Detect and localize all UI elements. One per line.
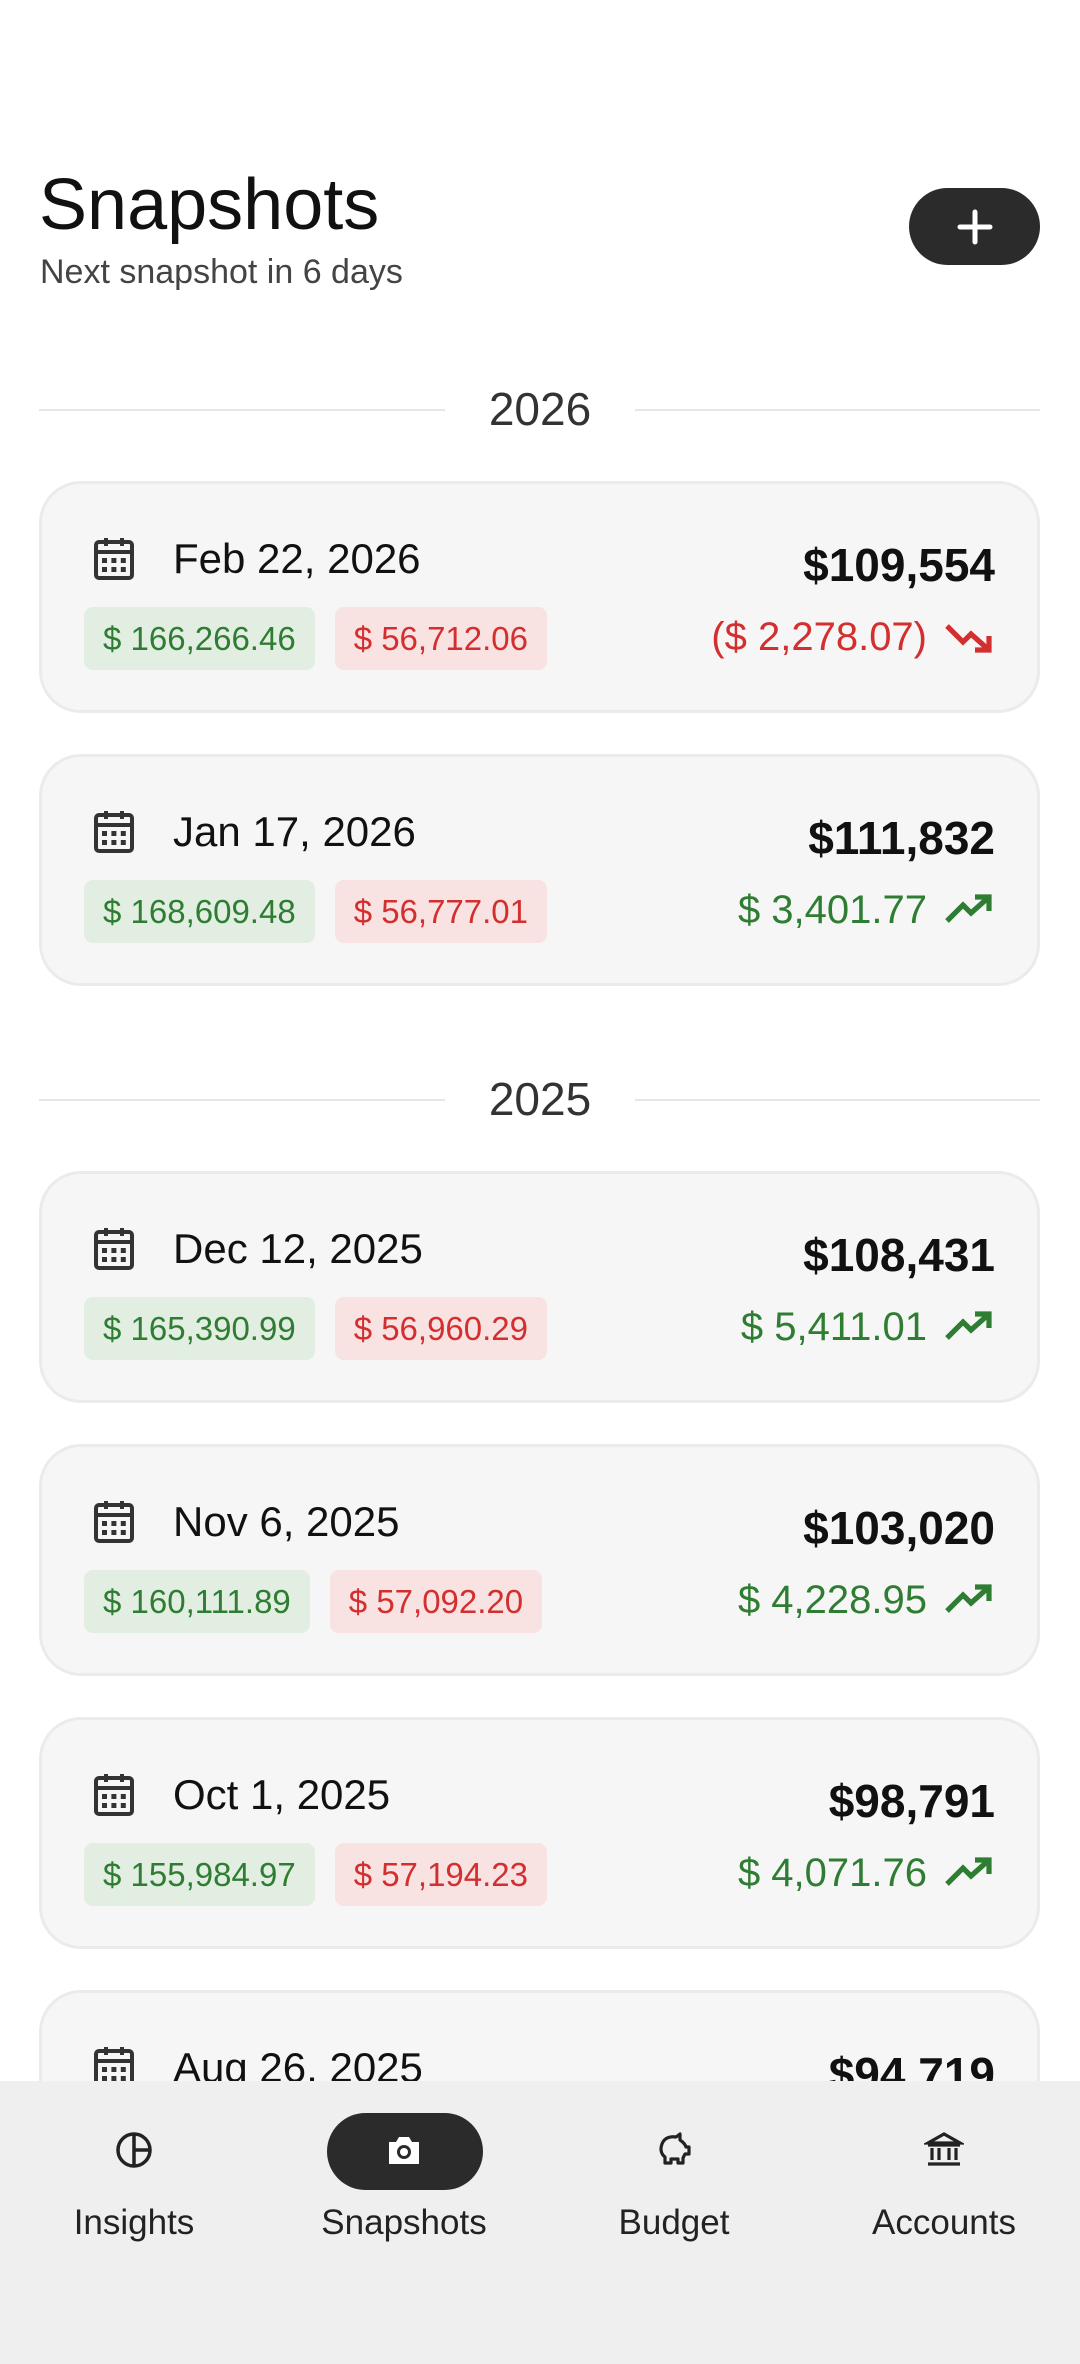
liabilities-chip: $ 57,194.23: [334, 1843, 548, 1906]
liabilities-chip: $ 56,777.01: [334, 880, 548, 943]
trend-up-icon: [945, 1311, 992, 1340]
divider-line: [39, 409, 445, 411]
change-row: ($ 2,278.07): [711, 612, 995, 662]
snapshot-date: Jan 17, 2026: [173, 808, 416, 855]
change-amount: $ 4,228.95: [737, 1578, 927, 1622]
nav-icon[interactable]: [384, 2130, 424, 2170]
net-worth: $109,554: [803, 539, 995, 591]
chip-row: $ 160,111.89 $ 57,092.20: [84, 1570, 543, 1633]
liabilities-chip: $ 57,092.20: [329, 1570, 543, 1633]
liabilities-chip: $ 56,960.29: [334, 1297, 548, 1360]
calendar-icon: [94, 811, 134, 853]
snapshot-card[interactable]: Oct 1, 2025 $ 155,984.97 $ 57,194.23 $98,79…: [39, 1717, 1040, 1949]
change-row: $ 5,411.01: [741, 1302, 995, 1352]
snapshot-date: Oct 1, 2025: [173, 1771, 391, 1818]
chip-row: $ 155,984.97 $ 57,194.23: [84, 1843, 548, 1906]
assets-chip: $ 168,609.48: [84, 880, 315, 943]
chip-row: $ 168,609.48 $ 56,777.01: [84, 880, 548, 943]
chip-row: $ 165,390.99 $ 56,960.29: [84, 1297, 548, 1360]
snapshot-card[interactable]: Dec 12, 2025 $ 165,390.99 $ 56,960.29 $108,…: [39, 1171, 1040, 1403]
trend-up-icon: [945, 894, 992, 923]
assets-chip: $ 165,390.99: [84, 1297, 315, 1360]
liabilities-chip: $ 56,712.06: [334, 607, 548, 670]
change-row: $ 4,228.95: [738, 1575, 995, 1625]
trend-down-icon: [945, 624, 992, 653]
year-label: 2026: [488, 383, 592, 435]
plus-icon: [957, 209, 993, 245]
divider-line: [635, 409, 1040, 411]
add-button[interactable]: [909, 188, 1040, 265]
net-worth: $103,020: [803, 1502, 995, 1554]
trend-up-icon: [945, 1584, 992, 1613]
assets-chip: $ 160,111.89: [84, 1570, 310, 1633]
nav-bar: [0, 2081, 1080, 2364]
net-worth: $108,431: [803, 1229, 995, 1281]
snapshot-card[interactable]: Feb 22, 2026 $ 166,266.46 $ 56,712.06 $109,…: [39, 481, 1040, 713]
calendar-icon: [94, 538, 134, 580]
snapshot-card[interactable]: Jan 17, 2026 $ 168,609.48 $ 56,777.01 $111,…: [39, 754, 1040, 986]
nav-label[interactable]: Insights: [73, 2203, 195, 2242]
net-worth: $98,791: [828, 1775, 995, 1827]
assets-chip: $ 166,266.46: [84, 607, 315, 670]
change-amount: $ 5,411.01: [740, 1305, 927, 1349]
chip-row: $ 166,266.46 $ 56,712.06: [84, 607, 548, 670]
calendar-icon: [94, 1774, 134, 1816]
divider-line: [39, 1099, 445, 1101]
nav-icon[interactable]: [114, 2130, 154, 2170]
snapshot-date: Nov 6, 2025: [173, 1498, 400, 1545]
change-row: $ 3,401.77: [738, 885, 995, 935]
calendar-icon: [94, 1501, 134, 1543]
net-worth: $111,832: [808, 812, 995, 864]
nav-label[interactable]: Budget: [618, 2203, 730, 2242]
nav-label[interactable]: Snapshots: [321, 2203, 487, 2242]
nav-icon[interactable]: [921, 2130, 967, 2170]
change-row: $ 4,071.76: [738, 1848, 995, 1898]
trend-up-icon: [945, 1857, 992, 1886]
snapshot-card[interactable]: Nov 6, 2025 $ 160,111.89 $ 57,092.20 $103,0…: [39, 1444, 1040, 1676]
change-amount: ($ 2,278.07): [711, 615, 927, 659]
title: Snapshots: [39, 165, 380, 245]
year-label: 2025: [488, 1073, 592, 1125]
change-amount: $ 4,071.76: [737, 1851, 927, 1895]
calendar-icon: [94, 2047, 134, 2089]
change-amount: $ 3,401.77: [737, 888, 927, 932]
nav-label[interactable]: Accounts: [872, 2203, 1016, 2242]
divider-line: [635, 1099, 1040, 1101]
snapshot-date: Dec 12, 2025: [173, 1225, 423, 1272]
nav-icon[interactable]: [654, 2130, 694, 2170]
assets-chip: $ 155,984.97: [84, 1843, 315, 1906]
calendar-icon: [94, 1228, 134, 1270]
subtitle: Next snapshot in 6 days: [40, 253, 403, 291]
snapshot-date: Feb 22, 2026: [173, 535, 421, 582]
